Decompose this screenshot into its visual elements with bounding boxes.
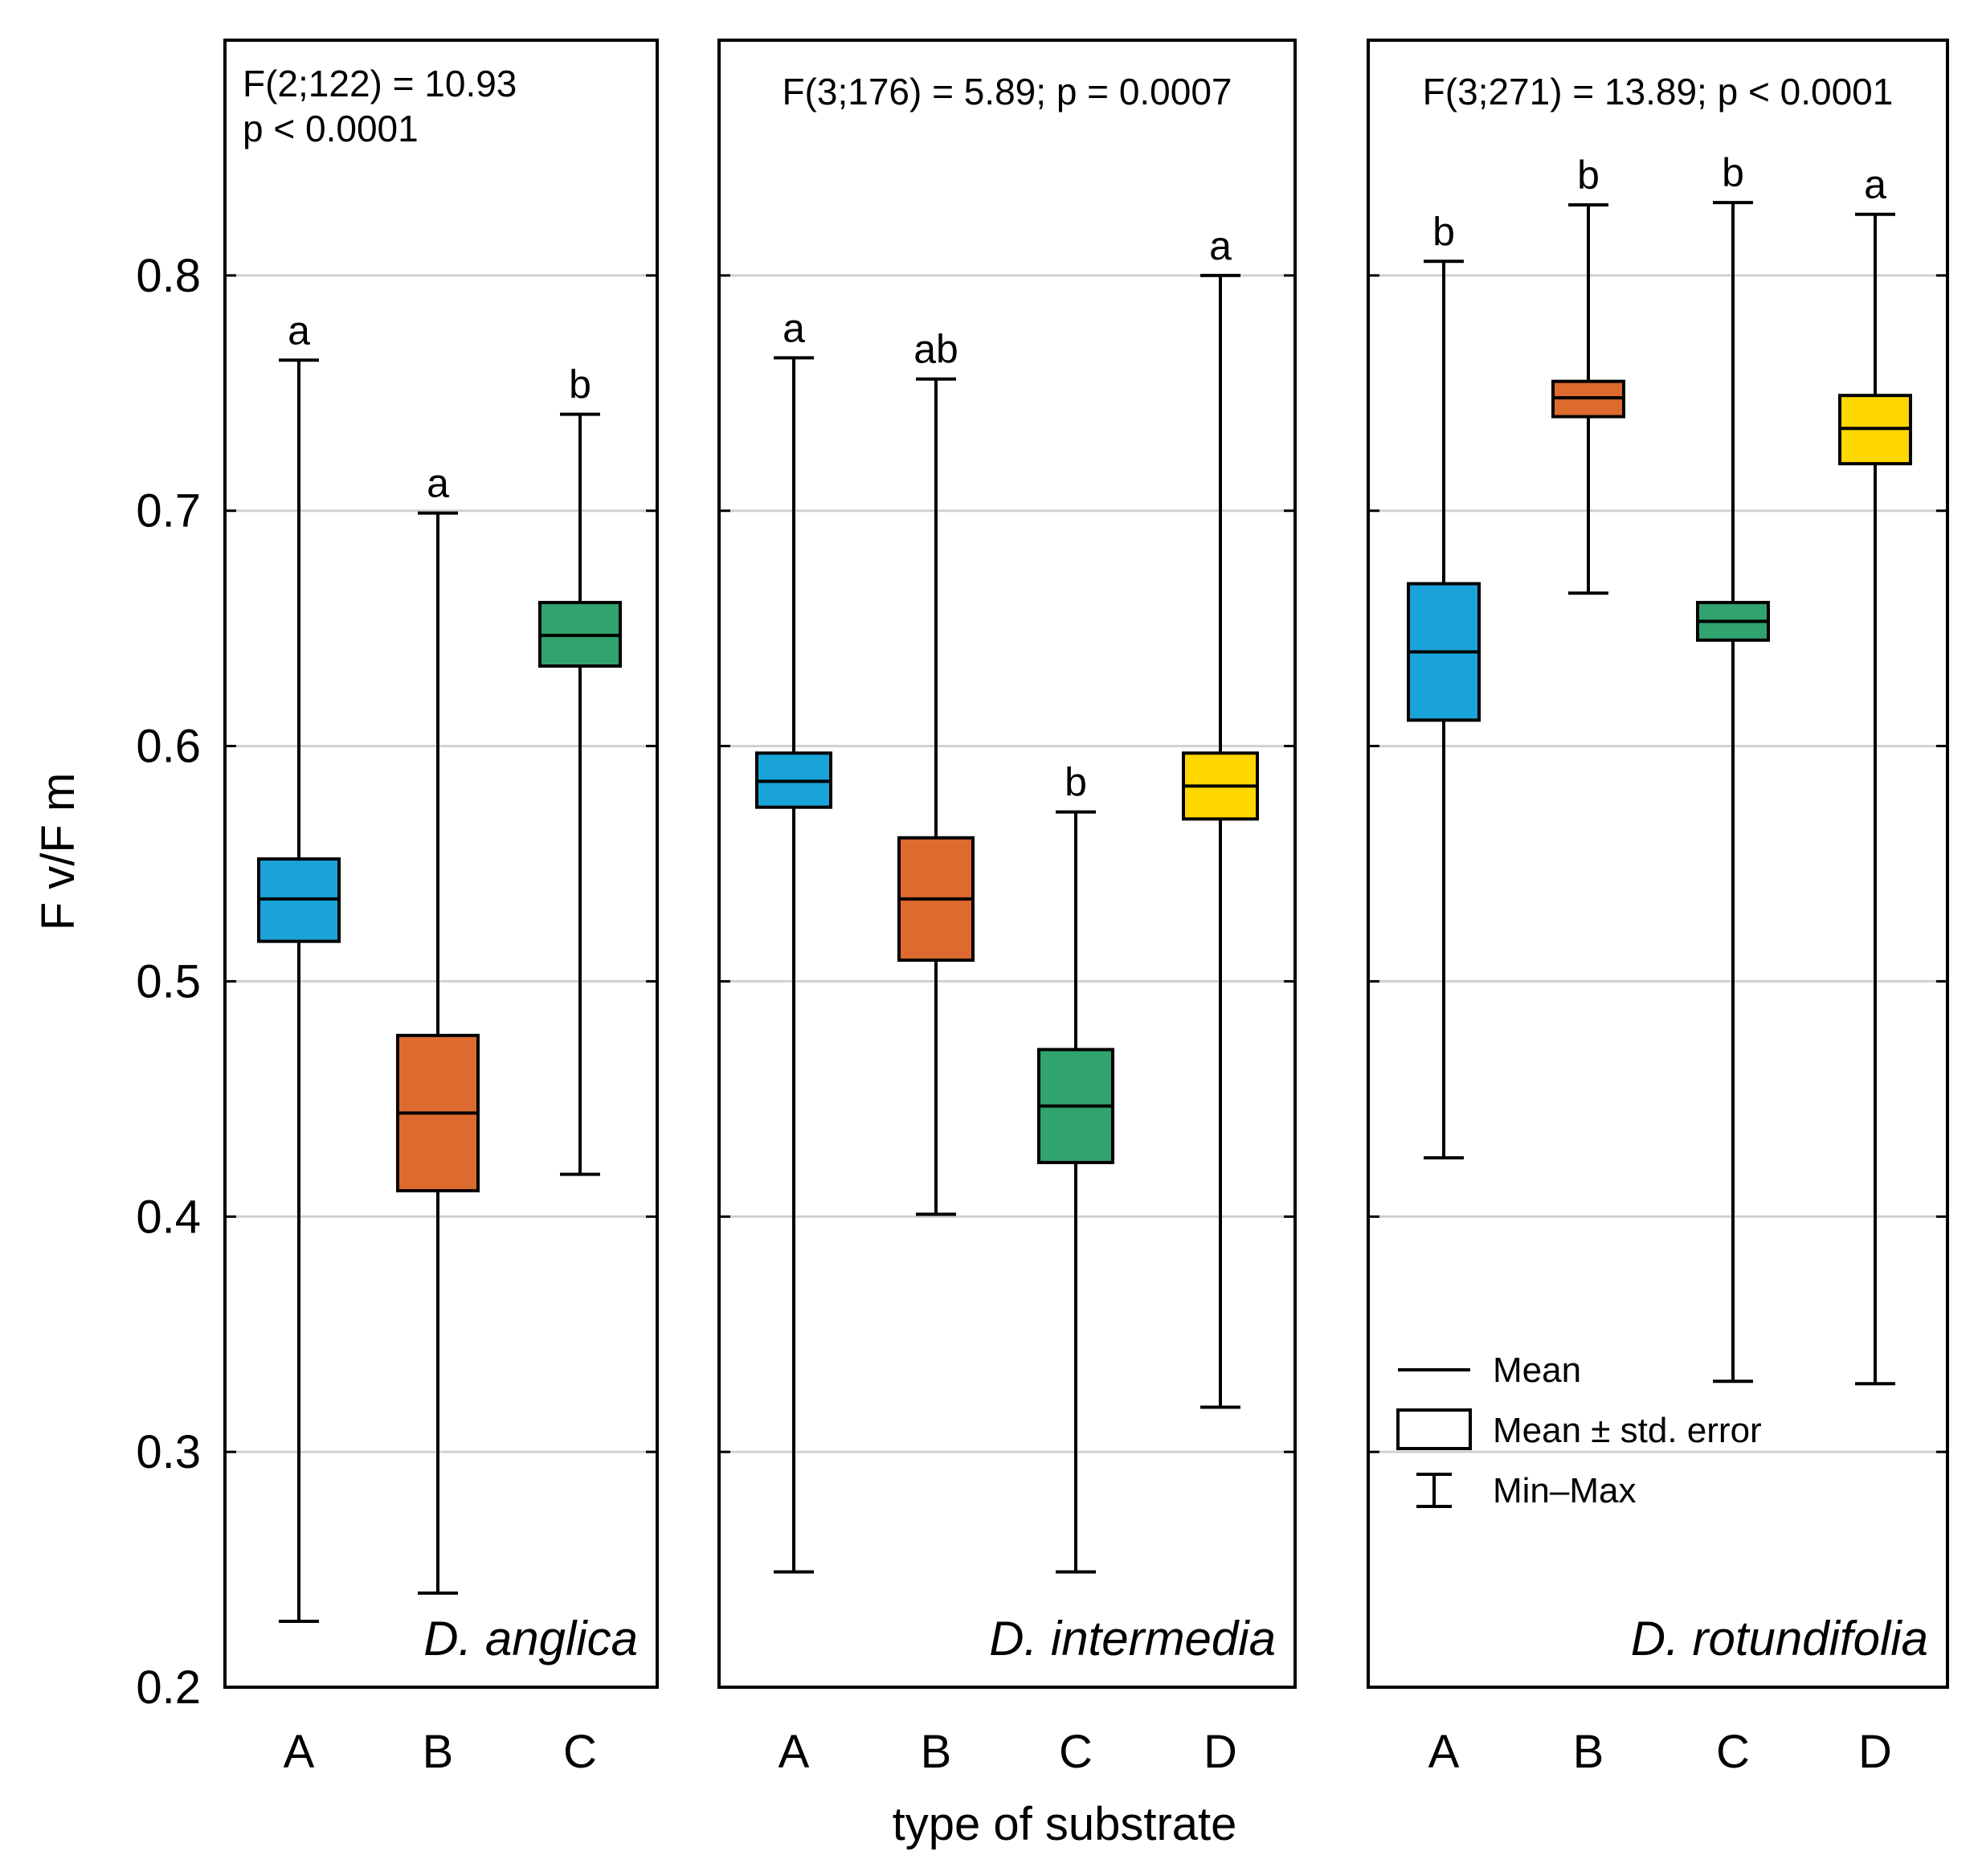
box-group-B: a — [396, 461, 480, 1595]
box-group-B: b — [1551, 153, 1625, 595]
legend: Mean Mean ± std. error Min–Max — [1396, 1351, 1762, 1510]
stat-annotation: p < 0.0001 — [243, 108, 419, 149]
box-group-B: ab — [897, 327, 975, 1216]
panels-layer: a Aa Bb C F(2;122) = 10.93p < 0.0001 D. angli… — [243, 63, 1928, 1778]
grid-layer — [225, 274, 1947, 1453]
y-tick-label: 0.3 — [136, 1426, 201, 1478]
axes-layer: 0.2 0.3 0.4 0.5 0.6 0.7 0.8 — [136, 39, 1949, 1714]
x-axis-title: type of substrate — [893, 1798, 1237, 1850]
y-tick-label: 0.6 — [136, 721, 201, 773]
y-tick-label: 0.4 — [136, 1191, 201, 1243]
box-group-C: b — [1037, 760, 1114, 1574]
significance-letter: b — [1065, 760, 1087, 805]
species-label: D. anglica — [423, 1612, 638, 1666]
significance-letter: a — [1864, 162, 1886, 207]
x-tick-label: A — [779, 1726, 810, 1778]
x-tick-label: D — [1858, 1726, 1892, 1778]
box-group-A: a — [755, 305, 832, 1574]
species-label: D. rotundifolia — [1631, 1612, 1928, 1666]
y-tick-label: 0.8 — [136, 250, 201, 302]
x-tick-label: C — [563, 1726, 597, 1778]
y-axis-title: F v/F m — [32, 773, 84, 931]
panel-1: a Aa Bb C F(2;122) = 10.93p < 0.0001 D. angli… — [243, 63, 638, 1778]
x-tick-label: C — [1716, 1726, 1750, 1778]
legend-mean-label: Mean — [1493, 1351, 1581, 1390]
panel-frame — [717, 39, 1297, 1689]
panel-frame — [223, 39, 659, 1689]
x-tick-label: A — [284, 1726, 315, 1778]
box-group-A: a — [257, 308, 341, 1623]
significance-letter: a — [288, 308, 310, 353]
x-tick-label: C — [1059, 1726, 1093, 1778]
significance-letter: a — [783, 305, 805, 350]
x-tick-label: B — [1573, 1726, 1604, 1778]
significance-letter: a — [1209, 223, 1232, 268]
y-tick-label: 0.5 — [136, 955, 201, 1007]
y-tick-label: 0.7 — [136, 485, 201, 537]
box-group-C: b — [538, 362, 622, 1176]
box-group-D: a — [1182, 223, 1259, 1409]
stat-annotation: F(2;122) = 10.93 — [243, 63, 517, 104]
stat-annotation: F(3;271) = 13.89; p < 0.0001 — [1423, 71, 1894, 112]
legend-se-swatch — [1396, 1408, 1472, 1450]
box-group-C: b — [1696, 150, 1770, 1383]
box-group-A: b — [1407, 209, 1481, 1160]
species-label: D. intermedia — [989, 1612, 1276, 1666]
significance-letter: b — [1722, 150, 1744, 195]
x-tick-label: B — [423, 1726, 454, 1778]
significance-letter: b — [569, 362, 591, 407]
y-tick-label: 0.2 — [136, 1661, 201, 1714]
significance-letter: b — [1577, 153, 1600, 198]
x-tick-label: D — [1204, 1726, 1237, 1778]
significance-letter: ab — [913, 327, 958, 372]
stat-annotation: F(3;176) = 5.89; p = 0.0007 — [782, 71, 1232, 112]
x-tick-label: B — [921, 1726, 952, 1778]
panel-2: a Aab Bb Ca D F(3;176) = 5.89; p = 0.0007 D. i… — [755, 71, 1276, 1778]
legend-se-label: Mean ± std. error — [1493, 1411, 1762, 1450]
x-tick-label: A — [1428, 1726, 1460, 1778]
significance-letter: b — [1432, 209, 1455, 254]
significance-letter: a — [427, 461, 449, 506]
panel-frame — [1367, 39, 1949, 1689]
legend-minmax-label: Min–Max — [1493, 1471, 1637, 1510]
panel-3: b Ab Bb Ca D F(3;271) = 13.89; p < 0.0001 D. r… — [1407, 71, 1928, 1778]
box-group-D: a — [1838, 162, 1912, 1386]
